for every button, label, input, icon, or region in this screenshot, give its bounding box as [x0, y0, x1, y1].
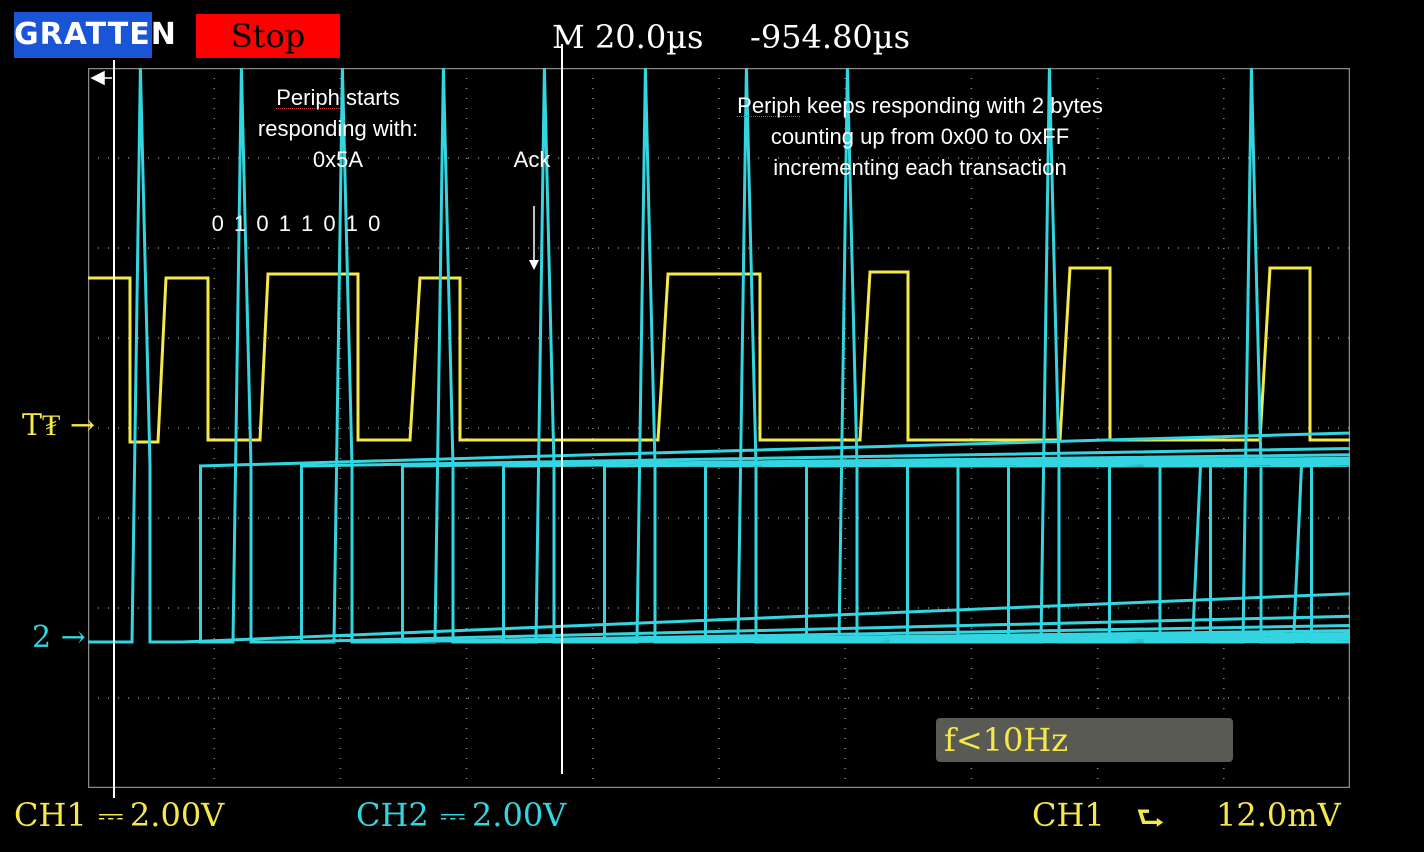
trigger-source: CH1: [1032, 796, 1105, 834]
annotation-ack: Ack: [513, 147, 551, 172]
ch1-label: CH1: [14, 796, 87, 834]
ch2-ground-marker[interactable]: 2 →: [32, 620, 86, 655]
graticule: [88, 68, 1350, 788]
trigger-level: 12.0mV: [1216, 796, 1341, 834]
run-stop-indicator[interactable]: Stop: [196, 14, 340, 58]
trigger-frequency-readout: f<10Hz: [936, 718, 1233, 762]
ch1-ground-marker[interactable]: T₮ →: [22, 408, 96, 443]
cursor-line-left[interactable]: [113, 60, 115, 798]
timebase-readout: M 20.0µs: [552, 18, 704, 56]
trigger-position-arrow: [90, 70, 112, 86]
trigger-edge-icon: ⮑: [1136, 799, 1165, 837]
annotation-periph-starts: Periph starts responding with: 0x5A: [257, 85, 419, 172]
ack-arrow-icon: [529, 206, 539, 270]
ch1-scale: ⎓ 2.00V: [98, 796, 225, 834]
brand-logo: GRATTEN: [14, 12, 176, 58]
waveform-display: [88, 68, 1350, 788]
annotation-periph-keeps: Periph keeps responding with 2 bytes cou…: [737, 93, 1103, 180]
ch2-label: CH2: [356, 796, 429, 834]
ch2-scale: ⎓ 2.00V: [440, 796, 567, 834]
horizontal-offset-readout: -954.80µs: [750, 18, 910, 56]
ch2-waveform: [88, 68, 1350, 644]
ch1-waveform: [88, 266, 1350, 444]
cursor-line-right[interactable]: [561, 44, 563, 774]
annotation-bits: 0 1 0 1 1 0 1 0: [211, 211, 381, 236]
